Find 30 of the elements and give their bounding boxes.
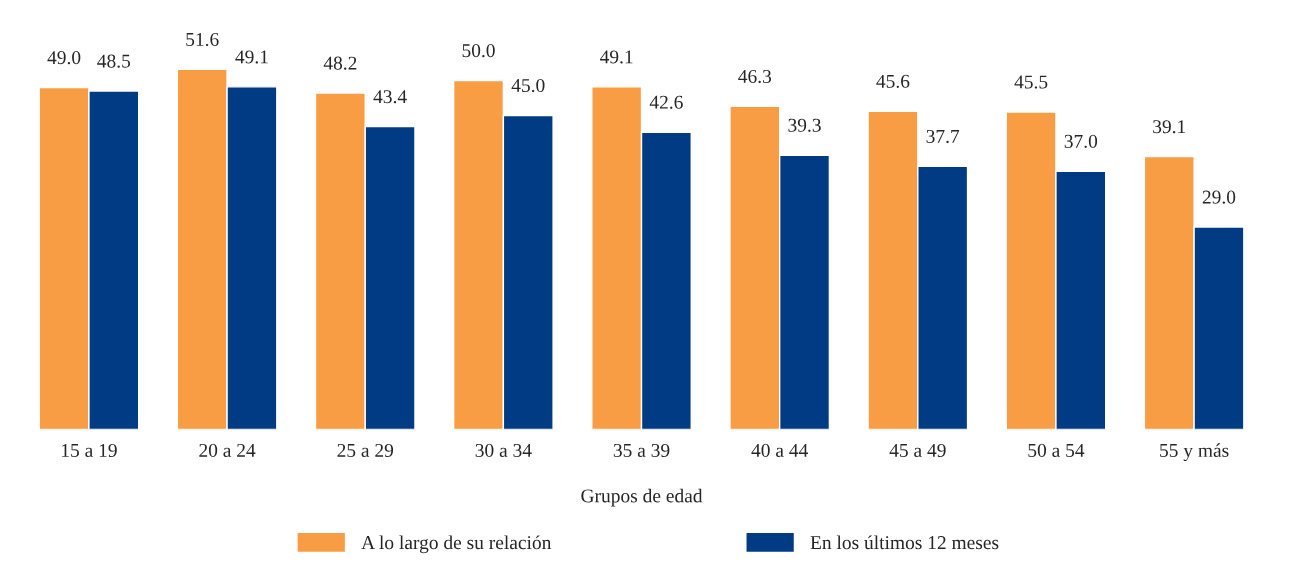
x-tick-label: 35 a 39 (613, 443, 670, 457)
data-label: 49.1 (235, 50, 268, 64)
x-tick-label: 45 a 49 (889, 443, 946, 457)
data-label: 39.1 (1153, 120, 1186, 134)
x-tick-label: 40 a 44 (751, 443, 808, 457)
legend-label: En los últimos 12 meses (810, 535, 999, 550)
data-label: 51.6 (186, 32, 219, 47)
data-label: 37.7 (926, 129, 960, 144)
data-label: 48.5 (97, 54, 131, 68)
x-tick-label: 50 a 54 (1028, 443, 1085, 457)
data-label: 29.0 (1202, 190, 1236, 204)
data-label: 45.6 (876, 74, 910, 88)
legend-label: A lo largo de su relación (361, 535, 552, 554)
data-label: 45.0 (511, 78, 545, 93)
x-tick-label: 25 a 29 (337, 443, 394, 457)
data-label: 49.0 (47, 51, 81, 65)
data-label: 39.3 (788, 118, 821, 132)
data-label: 50.0 (462, 44, 495, 58)
x-tick-label: 20 a 24 (199, 443, 256, 457)
data-label: 42.6 (649, 95, 683, 109)
x-axis-title: Grupos de edad (581, 488, 703, 507)
data-label: 46.3 (738, 69, 772, 84)
data-label: 45.5 (1014, 75, 1048, 89)
data-label: 48.2 (323, 56, 357, 70)
x-tick-label: 15 a 19 (62, 443, 117, 457)
x-tick-label: 55 y más (1160, 443, 1229, 461)
data-label: 43.4 (373, 90, 407, 104)
x-tick-label: 30 a 34 (475, 443, 532, 457)
data-label: 49.1 (600, 50, 633, 64)
data-label: 37.0 (1064, 134, 1098, 148)
